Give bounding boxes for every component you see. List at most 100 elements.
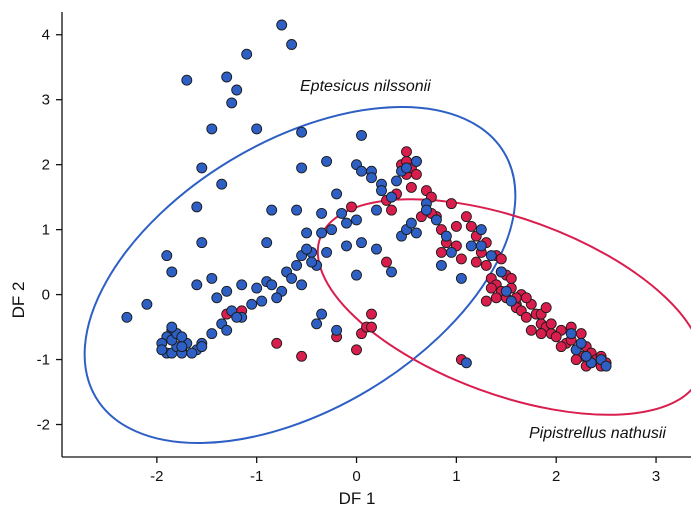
eptesicus-point (291, 259, 303, 271)
eptesicus-point (206, 272, 218, 284)
eptesicus-point (176, 331, 188, 343)
y-tick-label: 4 (42, 27, 50, 44)
eptesicus-point (206, 328, 218, 340)
y-tick-label: 0 (42, 287, 50, 304)
points-layer (121, 19, 612, 372)
eptesicus-point (261, 237, 273, 249)
eptesicus-point (156, 344, 168, 356)
eptesicus-point (226, 97, 238, 109)
x-tick-label: -2 (150, 468, 163, 485)
pipistrellus-point (470, 256, 482, 268)
x-axis-ticks: -2 -1 0 1 2 3 (150, 457, 660, 485)
eptesicus-point (316, 207, 328, 219)
eptesicus-point (321, 246, 333, 258)
eptesicus-point (401, 162, 412, 174)
eptesicus-point (191, 279, 203, 291)
eptesicus-point (475, 224, 487, 236)
pipistrellus-point (480, 295, 492, 307)
eptesicus-point (221, 324, 233, 336)
eptesicus-point (440, 230, 452, 242)
pipistrellus-point (460, 211, 472, 223)
eptesicus-point (221, 71, 233, 83)
eptesicus-point (256, 295, 268, 307)
eptesicus-point (196, 341, 208, 353)
eptesicus-point (386, 191, 397, 203)
pipistrellus-point (366, 308, 377, 320)
eptesicus-point (391, 175, 402, 187)
eptesicus-point (356, 129, 367, 141)
eptesicus-point (236, 279, 248, 291)
pipistrellus-point (490, 292, 502, 304)
y-tick-label: 3 (42, 92, 50, 109)
x-tick-label: 2 (552, 468, 560, 485)
eptesicus-point (266, 279, 278, 291)
eptesicus-point (331, 188, 343, 200)
eptesicus-point (211, 292, 223, 304)
eptesicus-point (181, 74, 193, 86)
eptesicus-point (505, 295, 517, 307)
eptesicus-point (251, 123, 263, 135)
axes: -2 -1 0 1 2 3 -2 -1 0 1 2 3 4 (37, 12, 691, 485)
eptesicus-point (161, 250, 173, 262)
pipistrellus-point (405, 181, 417, 193)
eptesicus-point (206, 123, 218, 135)
pipistrellus-confidence-ellipse (316, 198, 691, 416)
pipistrellus-point (545, 318, 557, 330)
pipistrellus-point (435, 246, 447, 258)
pipistrellus-point (351, 344, 362, 356)
eptesicus-point (216, 178, 228, 190)
eptesicus-point (296, 126, 308, 138)
pipistrellus-point (505, 272, 517, 284)
pipistrellus-point (520, 311, 532, 323)
eptesicus-point (166, 266, 178, 278)
y-axis-title: DF 2 (9, 282, 28, 319)
eptesicus-point (420, 204, 432, 216)
eptesicus-point (306, 256, 318, 268)
eptesicus-point (296, 279, 308, 291)
pipistrellus-point (495, 253, 507, 265)
eptesicus-point (166, 321, 178, 333)
eptesicus-point (341, 217, 352, 229)
pipistrellus-point (480, 259, 492, 271)
eptesicus-point (251, 282, 263, 294)
eptesicus-point (366, 172, 377, 184)
pipistrellus-point (450, 220, 462, 232)
eptesicus-point (351, 214, 362, 226)
pipistrellus-point (570, 354, 582, 366)
eptesicus-point (301, 243, 313, 255)
eptesicus-point (565, 328, 577, 340)
y-tick-label: -1 (37, 352, 50, 369)
eptesicus-point (356, 237, 367, 249)
eptesicus-label: Eptesicus nilssonii (300, 78, 431, 95)
eptesicus-point (141, 298, 153, 310)
eptesicus-point (196, 237, 208, 249)
x-tick-label: 0 (352, 468, 360, 485)
eptesicus-point (196, 162, 208, 174)
eptesicus-confidence-ellipse (83, 106, 517, 444)
pipistrellus-point (455, 253, 467, 265)
eptesicus-point (475, 240, 487, 252)
pipistrellus-point (346, 201, 357, 213)
eptesicus-point (276, 19, 288, 31)
eptesicus-point (351, 269, 362, 281)
eptesicus-point (465, 240, 477, 252)
eptesicus-point (331, 324, 343, 336)
eptesicus-point (356, 165, 367, 177)
eptesicus-point (575, 337, 587, 349)
eptesicus-point (231, 84, 243, 96)
eptesicus-point (316, 227, 328, 239)
eptesicus-point (580, 350, 592, 362)
eptesicus-point (221, 285, 233, 297)
eptesicus-point (405, 217, 417, 229)
eptesicus-point (336, 207, 348, 219)
eptesicus-point (495, 266, 507, 278)
eptesicus-point (500, 285, 512, 297)
eptesicus-point (376, 185, 387, 197)
eptesicus-point (460, 357, 472, 369)
eptesicus-point (121, 311, 133, 323)
pipistrellus-point (525, 324, 537, 336)
eptesicus-point (371, 243, 382, 255)
eptesicus-point (311, 318, 323, 330)
pipistrellus-point (465, 220, 477, 232)
eptesicus-points (121, 19, 612, 372)
